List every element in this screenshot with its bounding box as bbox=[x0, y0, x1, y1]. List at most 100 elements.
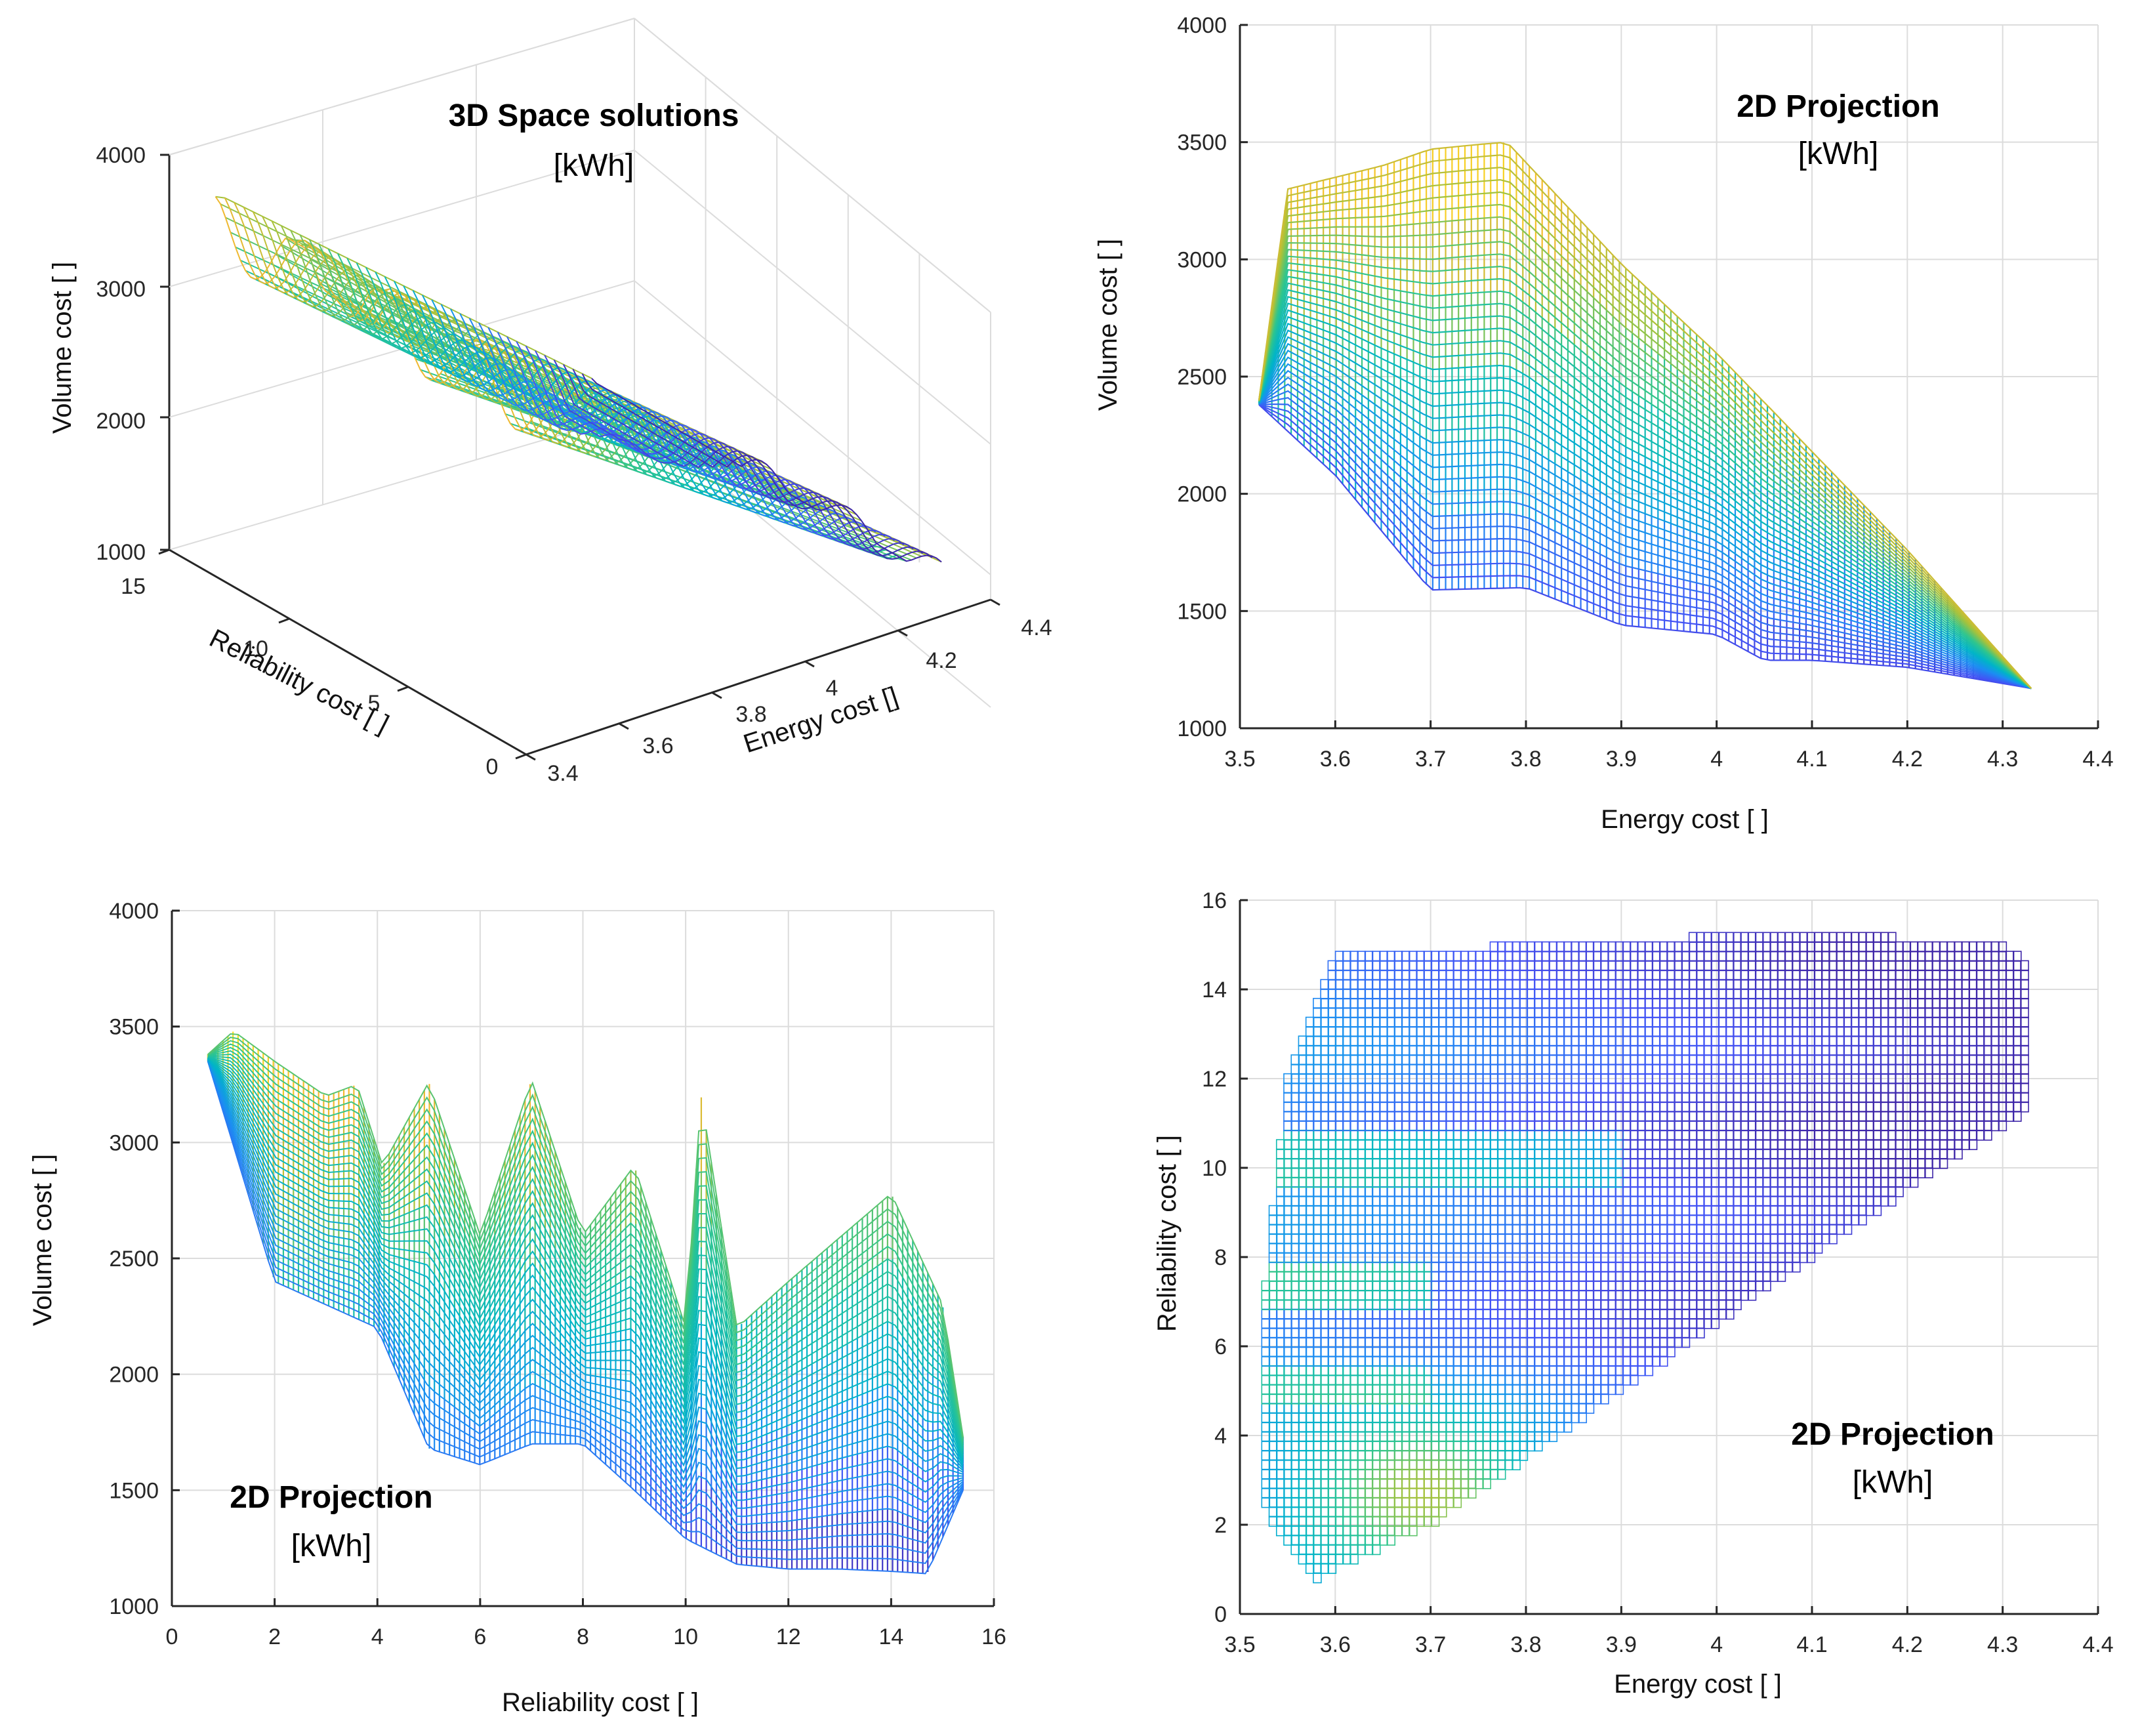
mesh-cell bbox=[1416, 1487, 1425, 1499]
mesh-cell bbox=[1364, 1139, 1374, 1150]
mesh-cell bbox=[1409, 1468, 1418, 1480]
y-tick-label: 2000 bbox=[109, 1363, 159, 1388]
mesh-cell bbox=[1438, 1195, 1447, 1207]
mesh-cell bbox=[1630, 969, 1639, 981]
mesh-cell bbox=[1438, 960, 1447, 972]
mesh-cell bbox=[1467, 1421, 1477, 1433]
mesh-cell bbox=[1313, 1233, 1322, 1245]
mesh-cell bbox=[1555, 1158, 1565, 1169]
mesh-cell bbox=[1298, 1167, 1307, 1178]
mesh-cell bbox=[1585, 1318, 1595, 1329]
mesh-cell bbox=[1283, 1365, 1292, 1376]
mesh-cell bbox=[1393, 1468, 1403, 1480]
mesh-cell bbox=[1460, 1101, 1470, 1113]
mesh-cell bbox=[1644, 1214, 1654, 1226]
mesh-cell bbox=[1313, 1421, 1322, 1433]
mesh-line bbox=[207, 1058, 964, 1468]
mesh-cell bbox=[1592, 1224, 1602, 1235]
mesh-cell bbox=[1371, 1026, 1381, 1037]
mesh-cell bbox=[1630, 1308, 1639, 1320]
mesh-cell bbox=[1541, 1158, 1550, 1169]
mesh-cell bbox=[1555, 1054, 1565, 1065]
mesh-cell bbox=[1615, 1120, 1624, 1132]
mesh-cell bbox=[1290, 1544, 1300, 1556]
mesh-cell bbox=[1615, 1261, 1624, 1273]
mesh-cell bbox=[1651, 1035, 1661, 1046]
mesh-cell bbox=[1445, 1280, 1454, 1292]
mesh-cell bbox=[1320, 1403, 1329, 1414]
mesh-cell bbox=[1630, 979, 1639, 990]
mesh-line bbox=[207, 1043, 964, 1443]
mesh-cell bbox=[1644, 1176, 1654, 1188]
mesh-cell bbox=[1357, 1261, 1367, 1273]
mesh-cell bbox=[1290, 1290, 1300, 1301]
mesh-cell bbox=[1430, 1308, 1440, 1320]
mesh-cell bbox=[1268, 1478, 1278, 1489]
mesh-cell bbox=[1290, 1525, 1300, 1537]
mesh-line bbox=[207, 1033, 964, 1437]
mesh-cell bbox=[1349, 1111, 1359, 1122]
mesh-cell bbox=[1475, 1035, 1484, 1046]
mesh-cell bbox=[1541, 1148, 1550, 1160]
mesh-cell bbox=[1416, 1384, 1425, 1395]
mesh-line bbox=[1258, 316, 2032, 690]
mesh-cell bbox=[1313, 1355, 1322, 1367]
mesh-cell bbox=[1548, 1327, 1558, 1339]
mesh-cell bbox=[1445, 1205, 1454, 1216]
mesh-cell bbox=[1475, 969, 1484, 981]
mesh-cell bbox=[1349, 1261, 1359, 1273]
mesh-cell bbox=[1600, 1308, 1609, 1320]
mesh-cell bbox=[1379, 1497, 1388, 1508]
mesh-cell bbox=[1430, 1111, 1440, 1122]
mesh-cell bbox=[1357, 1243, 1367, 1254]
mesh-cell bbox=[1371, 1468, 1381, 1480]
mesh-cell bbox=[1541, 1431, 1550, 1442]
y-tick-label: 2000 bbox=[1177, 482, 1227, 507]
mesh-cell bbox=[1290, 1139, 1300, 1150]
mesh-cell bbox=[1548, 1035, 1558, 1046]
mesh-cell bbox=[1482, 1459, 1492, 1470]
mesh-cell bbox=[1615, 1374, 1624, 1386]
mesh-cell bbox=[1438, 1327, 1447, 1339]
mesh-cell bbox=[1268, 1261, 1278, 1273]
mesh-cell bbox=[1496, 1393, 1506, 1405]
mesh-cell bbox=[1290, 1468, 1300, 1480]
mesh-cell bbox=[1401, 1384, 1410, 1395]
mesh-cell bbox=[1452, 1186, 1462, 1197]
mesh-cell bbox=[1320, 1243, 1329, 1254]
mesh-cell bbox=[1393, 1224, 1403, 1235]
mesh-cell bbox=[1637, 1035, 1646, 1046]
mesh-cell bbox=[1452, 1308, 1462, 1320]
mesh-cell bbox=[1438, 1290, 1447, 1301]
mesh-cell bbox=[1334, 1403, 1344, 1414]
mesh-cell bbox=[1334, 1346, 1344, 1357]
mesh-cell bbox=[1548, 1271, 1558, 1282]
mesh-cell bbox=[1275, 1233, 1285, 1245]
mesh-cell bbox=[1445, 1355, 1454, 1367]
mesh-cell bbox=[1349, 1384, 1359, 1395]
mesh-cell bbox=[1409, 1044, 1418, 1056]
mesh-cell bbox=[1342, 1016, 1351, 1028]
mesh-cell bbox=[1475, 1271, 1484, 1282]
mesh-cell bbox=[1571, 1064, 1580, 1075]
mesh-cell bbox=[1482, 1214, 1492, 1226]
mesh-cell bbox=[1607, 960, 1616, 972]
mesh-cell bbox=[1600, 1120, 1609, 1132]
mesh-cell bbox=[1534, 1384, 1543, 1395]
mesh-cell bbox=[1320, 988, 1329, 1000]
mesh-line bbox=[1258, 390, 2032, 690]
mesh-cell bbox=[1571, 1176, 1580, 1188]
mesh-cell bbox=[1268, 1214, 1278, 1226]
mesh-cell bbox=[1268, 1233, 1278, 1245]
mesh-cell bbox=[1637, 1026, 1646, 1037]
mesh-cell bbox=[1452, 1497, 1462, 1508]
mesh-cell bbox=[1445, 1421, 1454, 1433]
mesh-cell bbox=[1445, 1365, 1454, 1376]
mesh-cell bbox=[1600, 1167, 1609, 1178]
mesh-cell bbox=[1379, 1440, 1388, 1452]
mesh-cell bbox=[1622, 1101, 1632, 1113]
mesh-cell bbox=[1467, 1412, 1477, 1424]
mesh-cell bbox=[1571, 960, 1580, 972]
mesh-cell bbox=[1452, 1384, 1462, 1395]
mesh-cell bbox=[1578, 1290, 1588, 1301]
